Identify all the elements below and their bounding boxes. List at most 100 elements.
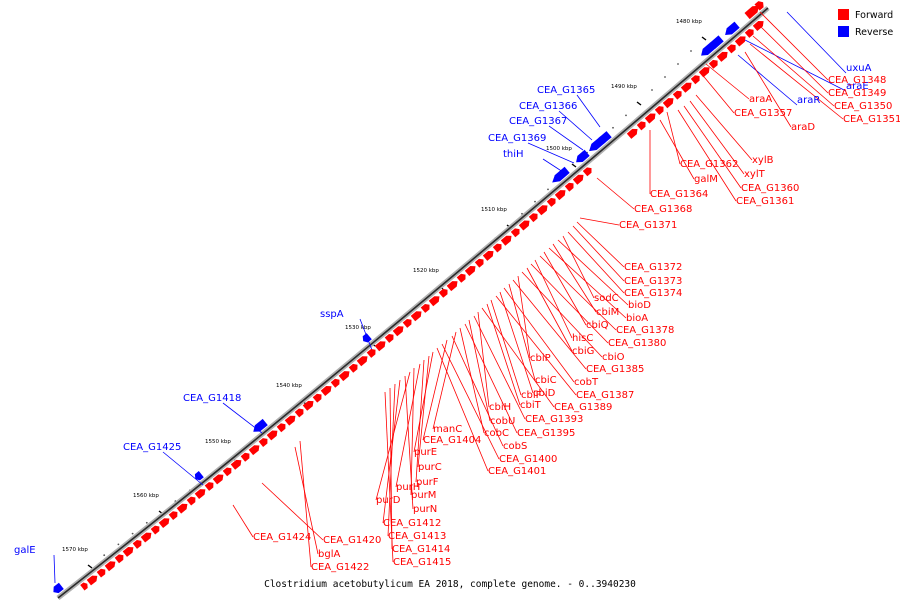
gene-arrow — [546, 197, 556, 207]
gene-arrow — [456, 273, 466, 283]
reverse-gene-label: araE — [846, 81, 869, 92]
gene-arrow — [186, 496, 196, 506]
gene-arrow — [690, 75, 700, 85]
forward-gene-label: bioD — [628, 300, 651, 311]
tick-label: 1510 kbp — [481, 207, 507, 213]
gene-arrow — [294, 408, 304, 418]
gene-arrow — [474, 258, 484, 268]
gene-arrow — [564, 182, 574, 192]
gene-arrow — [698, 67, 710, 78]
forward-gene-label: cbiT — [520, 400, 542, 411]
gene-arrow — [348, 363, 358, 373]
forward-gene-label: CEA_G1420 — [323, 535, 381, 546]
gene-arrow — [194, 489, 206, 499]
gene-arrow — [122, 547, 134, 557]
label-leader-lines — [53, 11, 847, 584]
forward-gene-label: CEA_G1361 — [736, 196, 794, 207]
forward-gene-label: purN — [413, 504, 437, 515]
forward-gene-label: bglA — [318, 549, 340, 560]
forward-gene-label: CEA_G1395 — [517, 428, 575, 439]
gene-arrow — [597, 131, 612, 145]
gene-arrow — [554, 190, 566, 201]
reverse-gene-label: galE — [14, 545, 36, 556]
forward-gene-label: cbiC — [535, 375, 557, 386]
gene-arrow — [320, 386, 332, 396]
forward-gene-label: cbiF — [521, 390, 542, 401]
gene-arrow — [734, 36, 746, 47]
forward-gene-label: cbiD — [533, 388, 556, 399]
forward-gene-label: CEA_G1368 — [634, 204, 692, 215]
gene-arrow — [204, 482, 214, 491]
gene-arrow — [80, 582, 88, 591]
forward-gene-label: CEA_G1372 — [624, 262, 682, 273]
tick-label: 1560 kbp — [133, 493, 159, 499]
reverse-gene-label: thiH — [503, 149, 524, 160]
forward-gene-label: CEA_G1385 — [586, 364, 644, 375]
forward-gene-label: cbiO — [602, 352, 625, 363]
gene-arrow — [104, 561, 116, 572]
gene-arrow — [754, 1, 764, 11]
gene-arrow — [240, 452, 250, 462]
forward-gene-label: CEA_G1401 — [488, 466, 546, 477]
scale-ticks: 1480 kbp 1490 kbp 1500 kbp 1510 kbp 1520 kbp… — [62, 19, 707, 569]
gene-arrow — [744, 29, 754, 38]
gene-arrow — [284, 415, 296, 426]
gene-arrow — [662, 98, 674, 109]
reverse-gene-label: CEA_G1366 — [519, 101, 577, 112]
gene-arrow — [402, 319, 412, 328]
forward-gene-label: CEA_G1360 — [741, 183, 799, 194]
gene-arrow — [384, 334, 394, 343]
forward-gene-label: CEA_G1422 — [311, 562, 369, 573]
gene-arrow — [654, 106, 664, 115]
gene-arrows — [53, 1, 764, 594]
gene-arrow — [86, 575, 98, 586]
tick-label: 1550 kbp — [205, 439, 231, 445]
gene-arrow — [410, 311, 422, 322]
forward-gene-label: cbiH — [489, 402, 511, 413]
gene-arrow — [464, 266, 476, 276]
forward-gene-label: CEA_G1348 — [828, 75, 886, 86]
gene-arrow — [744, 5, 760, 20]
forward-gene-label: CEA_G1351 — [843, 114, 900, 125]
gene-arrow — [726, 44, 736, 54]
forward-gene-label: purM — [411, 490, 436, 501]
gene-arrow — [168, 511, 178, 520]
gene-arrow — [536, 205, 548, 216]
gene-arrow — [302, 400, 314, 411]
tick-label: 1480 kbp — [676, 19, 702, 25]
forward-gene-label: araA — [749, 94, 772, 105]
forward-gene-label: cobS — [503, 441, 527, 452]
forward-gene-label: purD — [376, 495, 401, 506]
tick-label: 1540 kbp — [276, 383, 302, 389]
forward-gene-label: CEA_G1349 — [828, 88, 886, 99]
tick-label: 1520 kbp — [413, 268, 439, 274]
gene-arrow — [176, 503, 188, 514]
gene-arrow — [528, 213, 538, 223]
reverse-gene-label: CEA_G1425 — [123, 442, 181, 453]
gene-arrow — [672, 90, 682, 100]
gene-arrow — [212, 474, 224, 485]
gene-arrow — [725, 21, 740, 35]
gene-arrow — [644, 113, 656, 124]
gene-arrow — [258, 438, 268, 447]
forward-gene-label: CEA_G1374 — [624, 288, 682, 299]
gene-arrow — [356, 356, 368, 367]
gene-labels: uxuA araE araR CEA_G1365 CEA_G1366 CEA_G1367 C… — [14, 63, 900, 573]
gene-arrow — [330, 378, 340, 388]
reverse-gene-label: uxuA — [846, 63, 872, 74]
forward-gene-label: CEA_G1412 — [383, 518, 441, 529]
gene-arrow — [114, 554, 124, 564]
forward-gene-label: CEA_G1404 — [423, 435, 481, 446]
gene-arrow — [96, 568, 106, 578]
gene-arrow — [582, 167, 592, 177]
gene-arrow — [636, 121, 646, 131]
gene-arrow — [420, 304, 430, 313]
gene-arrow — [716, 51, 728, 62]
forward-gene-label: araD — [791, 122, 815, 133]
tick-label: 1490 kbp — [611, 84, 637, 90]
gene-arrow — [552, 166, 570, 183]
gene-arrow — [680, 82, 692, 93]
forward-gene-label: manC — [433, 424, 462, 435]
forward-gene-label: bioA — [626, 313, 648, 324]
